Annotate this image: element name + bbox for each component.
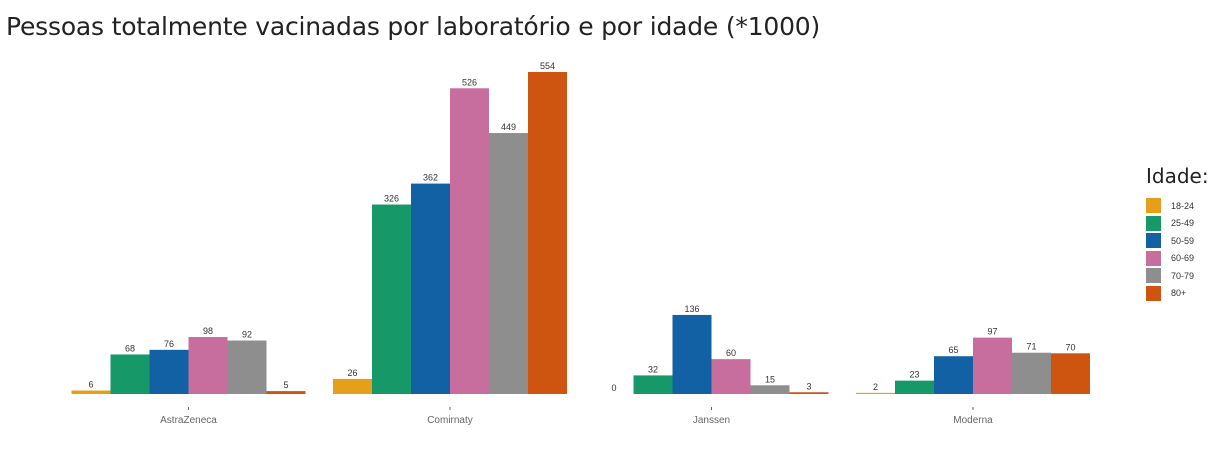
bar-janssen-80plus (789, 392, 829, 394)
data-label: 5 (283, 380, 288, 390)
bar-comirnaty-80plus (528, 72, 567, 394)
bar-comirnaty-18-24 (333, 378, 372, 394)
data-label: 65 (948, 345, 958, 355)
legend: Idade: 18-24 25-49 50-59 60-69 70-79 80+ (1146, 164, 1209, 302)
legend-items: 18-24 25-49 50-59 60-69 70-79 80+ (1146, 197, 1209, 302)
chart-title: Pessoas totalmente vacinadas por laborat… (6, 12, 821, 41)
legend-item: 60-69 (1146, 250, 1209, 268)
data-label: 98 (203, 326, 213, 336)
bar-comirnaty-60-69 (450, 88, 489, 395)
legend-label: 80+ (1171, 288, 1187, 299)
data-label: 60 (726, 348, 736, 358)
data-label: 97 (987, 327, 997, 337)
data-label: 70 (1065, 342, 1075, 352)
data-label: 23 (909, 370, 919, 380)
data-label: 71 (1026, 342, 1036, 352)
legend-swatch (1146, 268, 1161, 284)
data-label: 2 (873, 382, 878, 392)
legend-item: 80+ (1146, 285, 1209, 303)
bar-moderna-25-49 (895, 380, 934, 394)
data-label: 362 (423, 173, 438, 183)
bar-moderna-60-69 (973, 337, 1012, 394)
bar-janssen-50-59 (672, 314, 712, 394)
data-label: 0 (611, 383, 616, 393)
legend-label: 60-69 (1171, 253, 1195, 264)
legend-label: 50-59 (1171, 235, 1195, 246)
legend-item: 50-59 (1146, 232, 1209, 250)
bar-comirnaty-70-79 (489, 133, 528, 395)
x-tick-label: Moderna (953, 415, 993, 426)
legend-title: Idade: (1146, 164, 1209, 188)
bar-astrazeneca-50-59 (149, 349, 189, 394)
bar-astrazeneca-18-24 (71, 390, 111, 394)
legend-swatch (1146, 233, 1161, 249)
data-label: 26 (347, 368, 357, 378)
bar-astrazeneca-60-69 (188, 337, 228, 394)
data-label: 92 (242, 330, 252, 340)
legend-swatch (1146, 285, 1161, 301)
x-tick-label: Comirnaty (427, 415, 473, 426)
legend-swatch (1146, 250, 1161, 266)
bar-janssen-25-49 (633, 375, 673, 394)
bar-moderna-50-59 (934, 356, 973, 394)
legend-swatch (1146, 198, 1161, 214)
data-label: 326 (384, 194, 399, 204)
bar-comirnaty-50-59 (411, 183, 450, 394)
x-tick-label: AstraZeneca (160, 415, 217, 426)
data-label: 6 (88, 380, 93, 390)
data-label: 32 (648, 364, 658, 374)
data-label: 554 (540, 61, 555, 71)
bar-moderna-80plus (1051, 353, 1090, 394)
bar-janssen-70-79 (750, 385, 790, 394)
bar-astrazeneca-80plus (266, 391, 306, 394)
data-label: 3 (806, 381, 811, 391)
data-label: 68 (125, 343, 135, 353)
legend-label: 25-49 (1171, 218, 1195, 229)
legend-label: 70-79 (1171, 270, 1195, 281)
bar-astrazeneca-25-49 (110, 354, 150, 394)
data-label: 526 (462, 77, 477, 87)
legend-label: 18-24 (1171, 200, 1195, 211)
bar-moderna-18-24 (856, 392, 895, 394)
data-label: 449 (501, 122, 516, 132)
legend-item: 70-79 (1146, 267, 1209, 285)
data-label: 15 (765, 374, 775, 384)
data-label: 136 (684, 304, 699, 314)
bar-astrazeneca-70-79 (227, 340, 267, 394)
bar-moderna-70-79 (1012, 352, 1051, 394)
legend-item: 18-24 (1146, 197, 1209, 215)
x-tick-label: Janssen (693, 415, 730, 426)
bar-janssen-60-69 (711, 359, 751, 394)
bar-comirnaty-25-49 (372, 204, 411, 394)
legend-swatch (1146, 215, 1161, 231)
data-label: 76 (164, 339, 174, 349)
legend-item: 25-49 (1146, 215, 1209, 233)
